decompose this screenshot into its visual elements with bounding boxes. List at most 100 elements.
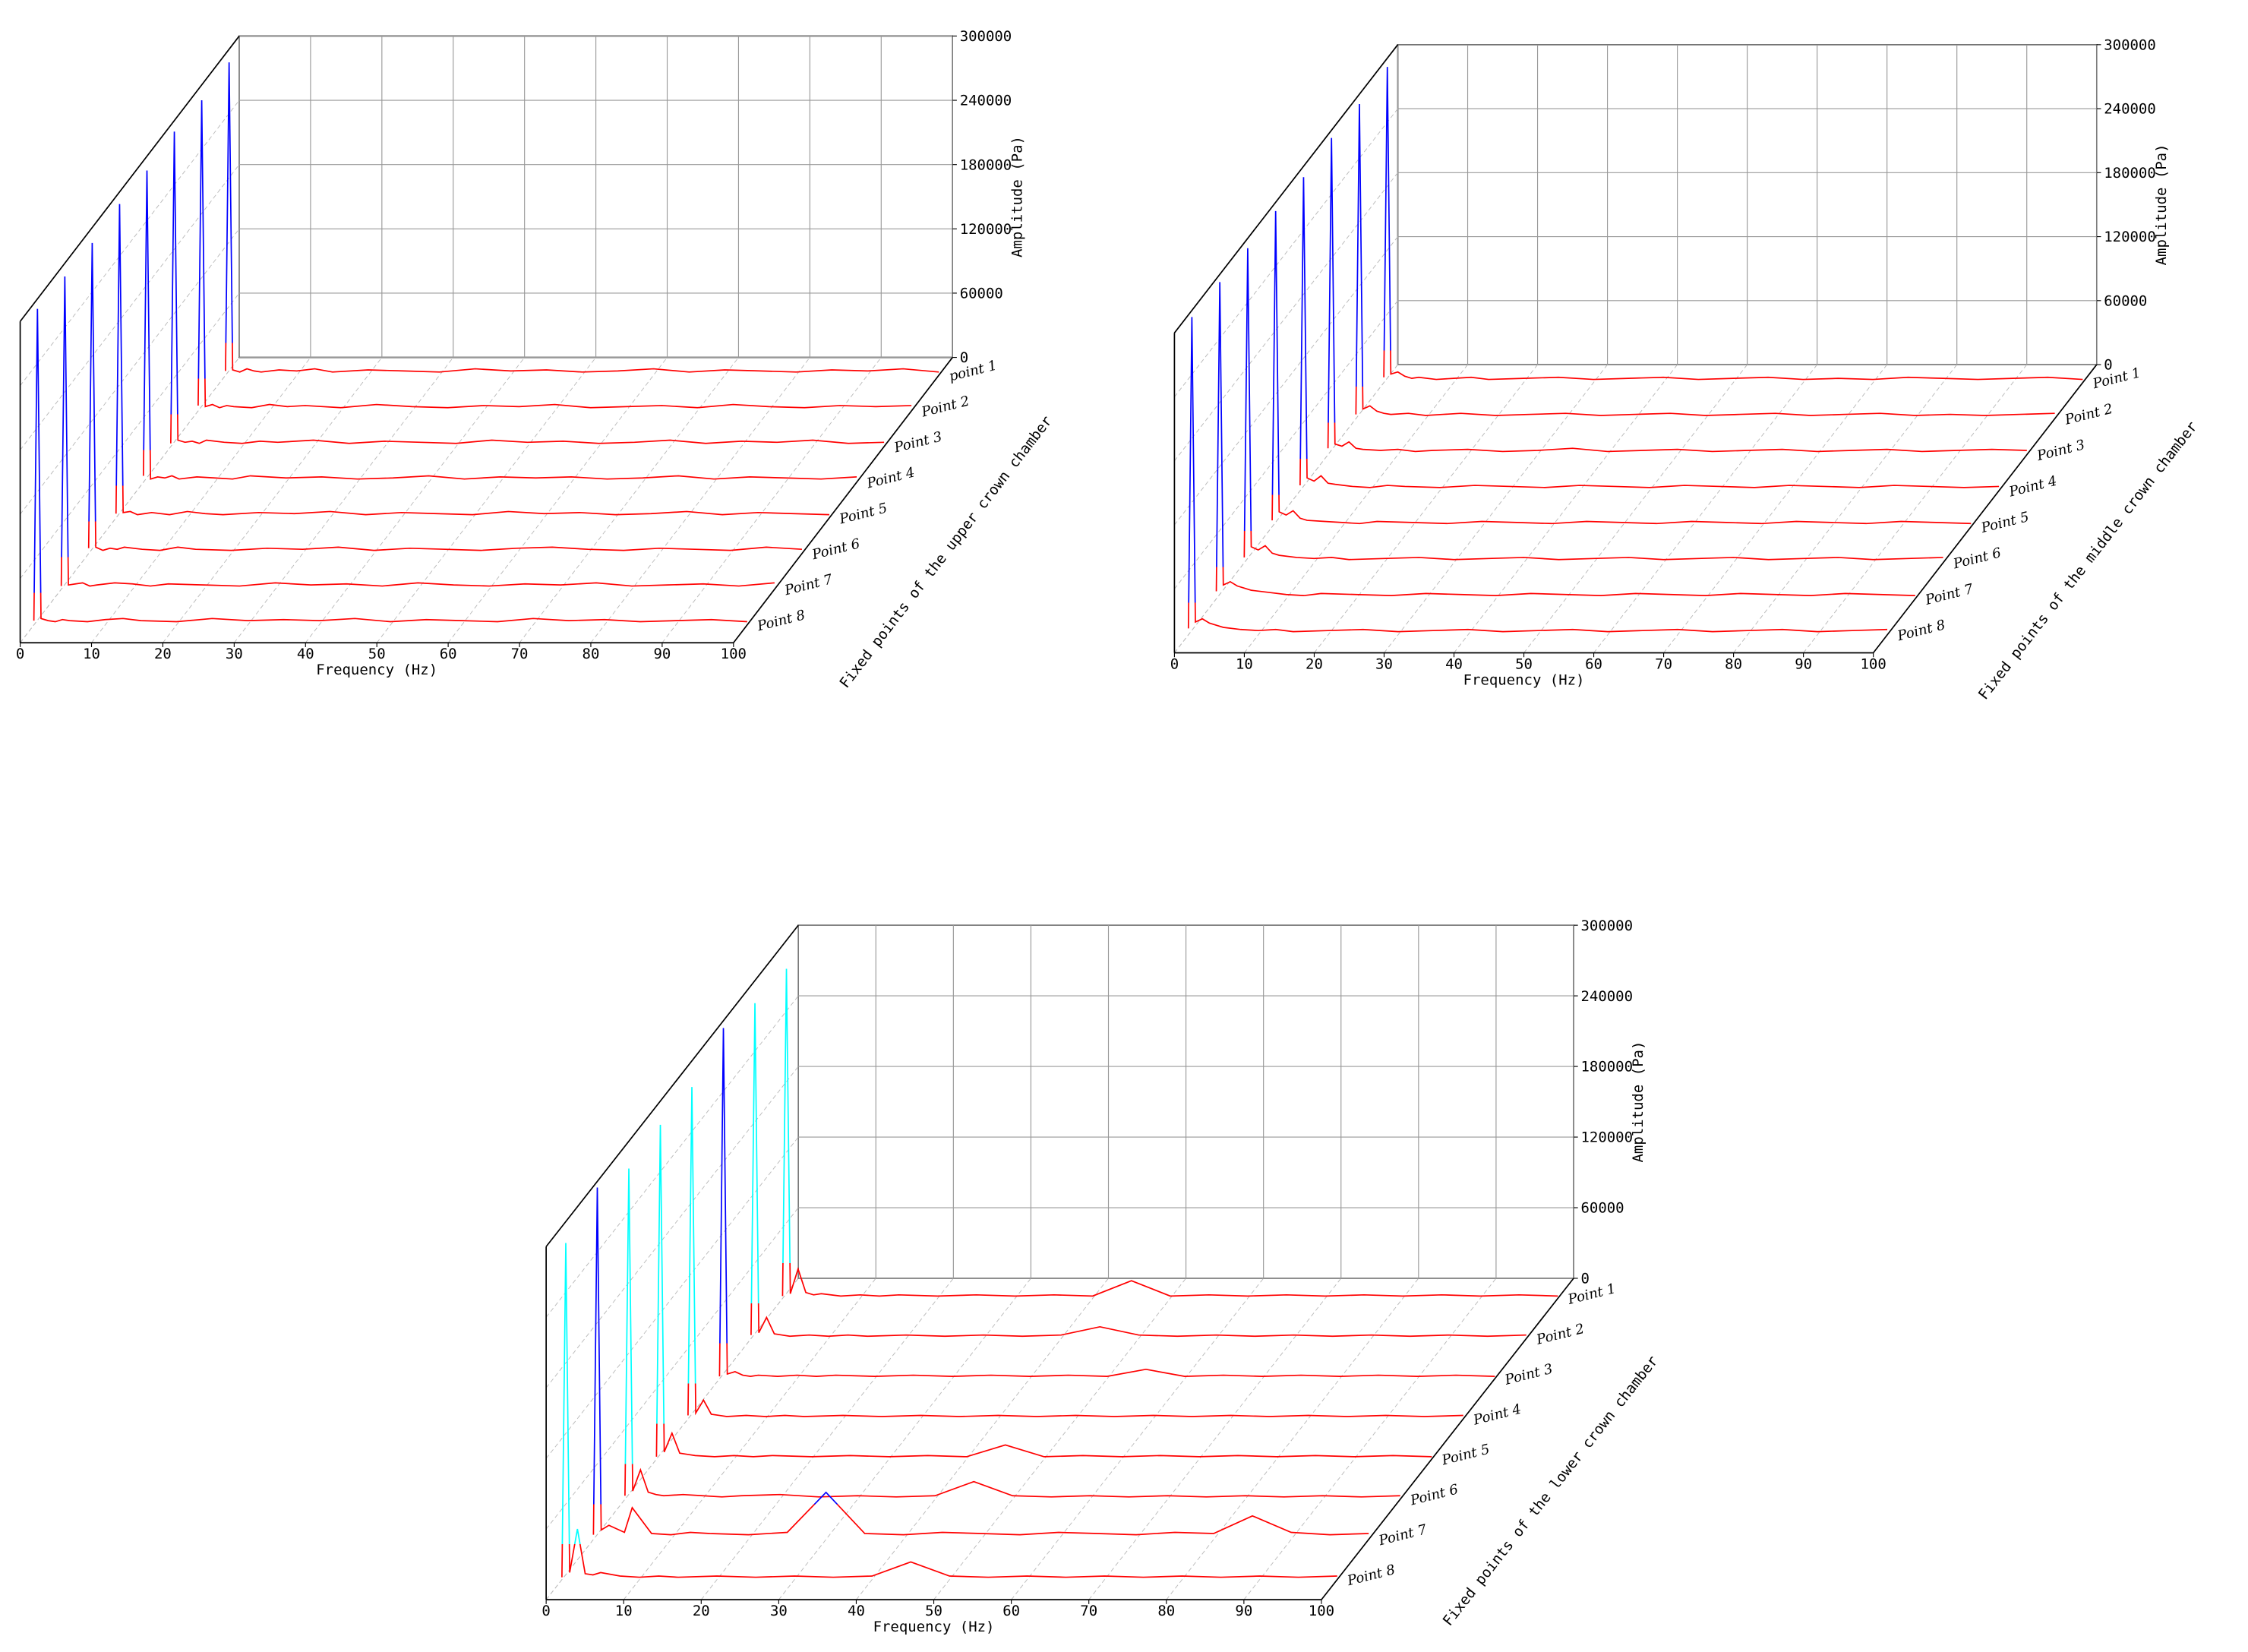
grid-line <box>1593 364 1818 653</box>
spectrum-line <box>1271 210 1972 525</box>
depth-axis-title: Fixed points of the lower crown chamber <box>1440 1353 1662 1629</box>
grid-line <box>1803 364 2028 653</box>
spectrum-line <box>60 276 775 587</box>
y-tick-label: 240000 <box>1580 988 1633 1005</box>
x-tick-label: 70 <box>511 646 529 662</box>
grid-line <box>1174 364 1398 653</box>
x-tick-label: 50 <box>1515 655 1533 672</box>
y-tick-label: 0 <box>960 349 968 366</box>
x-tick-label: 30 <box>226 646 243 662</box>
grid-line <box>1243 1278 1497 1600</box>
spectrum-line <box>718 1028 1495 1377</box>
y-tick-label: 180000 <box>2104 165 2156 182</box>
axis-line <box>1321 1278 1574 1600</box>
grid-line <box>163 357 383 643</box>
x-axis-title: Frequency (Hz) <box>1463 671 1585 688</box>
y-tick-label: 240000 <box>2104 101 2156 118</box>
row-label: Point 4 <box>1471 1401 1523 1429</box>
x-tick-label: 50 <box>368 646 386 662</box>
spectrum-line <box>1243 248 1943 561</box>
row-label: Point 1 <box>1566 1281 1618 1308</box>
grid-line <box>20 357 240 643</box>
depth-axis-title: Fixed points of the upper crown chamber <box>836 413 1056 692</box>
row-label: Point 7 <box>1923 581 1975 608</box>
grid-line <box>1174 108 1398 397</box>
spectrum-line <box>33 308 747 623</box>
x-tick-label: 40 <box>297 646 314 662</box>
x-tick-label: 30 <box>1375 655 1393 672</box>
y-tick-label: 300000 <box>960 28 1012 45</box>
grid-line <box>447 357 668 643</box>
x-tick-label: 70 <box>1655 655 1672 672</box>
x-tick-label: 40 <box>848 1603 865 1619</box>
spectrum-line <box>750 1003 1527 1338</box>
x-tick-label: 100 <box>1309 1603 1334 1619</box>
depth-axis-title: Fixed points of the middle crown chamber <box>1975 419 2201 703</box>
grid-line <box>590 357 810 643</box>
row-label: Point 6 <box>810 535 861 563</box>
row-label: Point 7 <box>782 571 835 599</box>
x-tick-label: 0 <box>541 1603 550 1619</box>
x-tick-label: 10 <box>83 646 100 662</box>
row-label: Point 3 <box>2035 437 2086 464</box>
grid-line <box>1663 364 1888 653</box>
x-tick-label: 0 <box>16 646 24 662</box>
spectrum-line <box>87 242 802 551</box>
grid-line <box>20 229 240 515</box>
row-label: Point 5 <box>1979 509 2031 536</box>
spectrum-line <box>781 968 1558 1297</box>
x-tick-label: 60 <box>1002 1603 1020 1619</box>
axis-line <box>19 35 240 322</box>
grid-line <box>20 292 240 579</box>
x-tick-label: 30 <box>770 1603 788 1619</box>
grid-line <box>20 164 240 450</box>
spectrum-line <box>1383 67 2083 381</box>
grid-line <box>1733 364 1958 653</box>
y-axis-title: Amplitude (Pa) <box>1630 1041 1647 1163</box>
y-tick-label: 0 <box>1580 1271 1589 1287</box>
x-tick-label: 100 <box>721 646 747 662</box>
grid-line <box>1174 300 1398 589</box>
x-tick-label: 90 <box>653 646 671 662</box>
row-label: Point 6 <box>1951 545 2003 573</box>
x-tick-label: 20 <box>154 646 172 662</box>
grid-line <box>1523 364 1748 653</box>
grid-line <box>545 1136 799 1459</box>
row-label: Point 2 <box>1534 1321 1586 1348</box>
grid-line <box>545 1207 799 1530</box>
row-label: Point 2 <box>919 393 971 421</box>
grid-line <box>1011 1278 1264 1600</box>
row-label: Point 2 <box>2063 401 2114 428</box>
y-tick-label: 60000 <box>1580 1200 1624 1217</box>
x-tick-label: 80 <box>1157 1603 1175 1619</box>
grid-line <box>933 1278 1186 1600</box>
spectrum-line <box>1299 177 2000 488</box>
row-label: Point 5 <box>1440 1442 1492 1469</box>
x-tick-label: 60 <box>1585 655 1602 672</box>
x-tick-label: 100 <box>1861 655 1886 672</box>
spectrum-line <box>1187 317 1888 633</box>
spectrum-line <box>655 1124 1432 1458</box>
y-tick-label: 120000 <box>2104 229 2156 245</box>
row-label: Point 3 <box>1503 1361 1555 1388</box>
spectrum-line <box>115 204 830 516</box>
x-tick-label: 0 <box>1170 655 1179 672</box>
x-axis-title: Frequency (Hz) <box>316 662 437 678</box>
row-label: Point 8 <box>1345 1562 1397 1589</box>
row-label: point 1 <box>947 358 998 385</box>
spectrum-line <box>1355 103 2055 416</box>
row-label: Point 4 <box>864 464 916 491</box>
row-label: Point 6 <box>1408 1481 1460 1508</box>
y-tick-label: 300000 <box>1580 918 1633 934</box>
x-tick-label: 80 <box>1725 655 1742 672</box>
grid-line <box>1314 364 1538 653</box>
x-tick-label: 20 <box>693 1603 710 1619</box>
grid-line <box>91 357 311 643</box>
spectrum-line <box>197 99 912 409</box>
x-tick-label: 20 <box>1306 655 1323 672</box>
y-tick-label: 120000 <box>1580 1129 1633 1146</box>
grid-line <box>1244 364 1468 653</box>
row-label: Point 5 <box>837 500 889 527</box>
grid-line <box>519 357 739 643</box>
